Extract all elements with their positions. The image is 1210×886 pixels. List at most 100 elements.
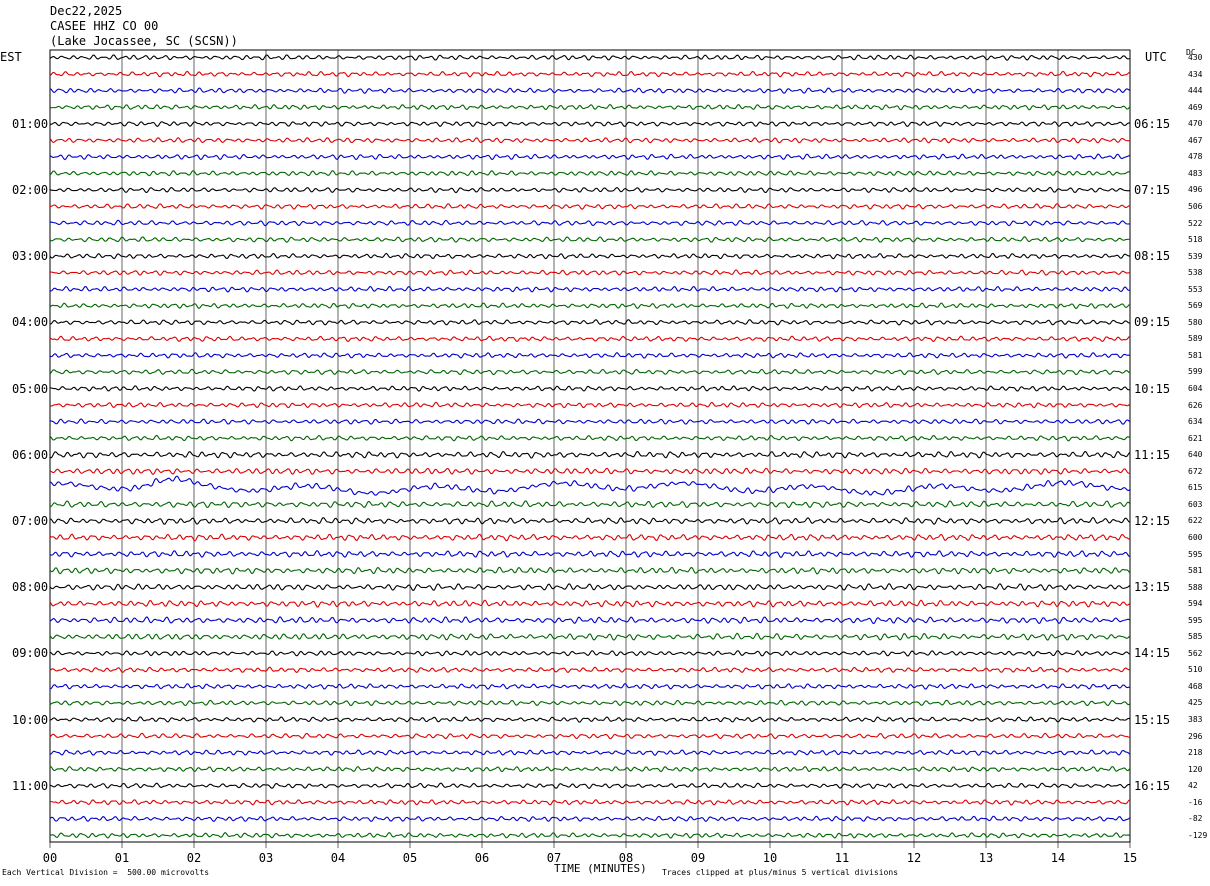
- dc-offset-label: 469: [1188, 102, 1203, 112]
- x-tick-label: 04: [331, 851, 345, 865]
- left-hour-label: 02:00: [12, 182, 49, 197]
- dc-offset-label: 581: [1188, 566, 1203, 576]
- dc-header-label: DC: [1186, 48, 1196, 57]
- dc-offset-label: 506: [1188, 201, 1203, 211]
- x-tick-label: 15: [1123, 851, 1137, 865]
- dc-offset-label: 478: [1188, 152, 1203, 162]
- seismic-trace: [49, 516, 1131, 525]
- dc-offset-label: 595: [1188, 549, 1203, 559]
- dc-offset-label: 518: [1188, 235, 1203, 245]
- x-tick-label: 03: [259, 851, 273, 865]
- x-tick-label: 13: [979, 851, 993, 865]
- dc-offset-label: -16: [1188, 797, 1203, 807]
- dc-offset-label: 595: [1188, 615, 1203, 625]
- seismic-trace: [49, 269, 1131, 276]
- dc-offset-label: 615: [1188, 483, 1203, 493]
- dc-offset-label: 539: [1188, 251, 1203, 261]
- x-tick-label: 08: [619, 851, 633, 865]
- dc-offset-label: 468: [1188, 681, 1203, 691]
- left-hour-label: 11:00: [12, 778, 49, 793]
- seismic-trace: [49, 732, 1131, 740]
- dc-offset-label: 467: [1188, 135, 1203, 145]
- seismic-trace: [49, 699, 1131, 707]
- dc-offset-label: 538: [1188, 268, 1203, 278]
- dc-offset-label: 626: [1188, 400, 1203, 410]
- left-hour-label: 03:00: [12, 249, 49, 264]
- seismic-traces: [49, 54, 1131, 839]
- dc-offset-label: 120: [1188, 764, 1203, 774]
- seismic-trace: [49, 632, 1131, 641]
- seismic-trace: [49, 87, 1131, 94]
- dc-offset-label: 430: [1188, 53, 1203, 62]
- seismic-trace: [49, 765, 1131, 773]
- dc-offset-label: 580: [1188, 317, 1203, 327]
- seismic-trace: [49, 549, 1131, 559]
- x-tick-label: 09: [691, 851, 705, 865]
- seismic-trace: [49, 368, 1131, 376]
- x-tick-label: 07: [547, 851, 561, 865]
- left-hour-label: 09:00: [12, 646, 49, 661]
- dc-offset-label: 553: [1188, 284, 1203, 294]
- dc-offset-label: -82: [1188, 814, 1203, 824]
- x-tick-label: 05: [403, 851, 417, 865]
- plot-frame: [49, 49, 1131, 843]
- seismic-trace: [49, 121, 1131, 128]
- seismic-trace: [49, 467, 1131, 476]
- dc-offset-label: 42: [1188, 781, 1198, 791]
- seismic-trace: [49, 352, 1131, 359]
- seismic-trace: [49, 666, 1131, 674]
- right-hour-label: 14:15: [1134, 646, 1171, 661]
- seismic-trace: [49, 252, 1131, 260]
- seismic-trace: [49, 285, 1131, 293]
- seismic-trace: [49, 153, 1131, 161]
- x-tick-label: 01: [115, 851, 129, 865]
- seismic-trace: [49, 335, 1131, 343]
- seismic-trace: [49, 566, 1131, 575]
- dc-offset-label: 581: [1188, 350, 1203, 360]
- dc-offset-label: 589: [1188, 334, 1203, 344]
- seismic-trace: [49, 302, 1131, 310]
- right-hour-label: 13:15: [1134, 580, 1171, 595]
- right-hour-label: 10:15: [1134, 381, 1171, 396]
- dc-offset-label: 483: [1188, 168, 1203, 178]
- location-label: (Lake Jocassee, SC (SCSN)): [50, 34, 238, 48]
- minute-gridlines: [49, 50, 1131, 848]
- seismic-trace: [49, 70, 1131, 78]
- seismic-trace: [49, 385, 1131, 392]
- seismic-trace: [49, 137, 1131, 144]
- seismic-trace: [49, 401, 1131, 409]
- dc-offset-label: -129: [1188, 830, 1208, 840]
- seismic-trace: [49, 103, 1131, 111]
- right-hour-label: 07:15: [1134, 182, 1171, 197]
- left-hour-label: 04:00: [12, 315, 49, 330]
- seismic-trace: [49, 434, 1131, 442]
- x-tick-label: 06: [475, 851, 489, 865]
- seismic-trace: [49, 319, 1131, 326]
- seismic-trace: [49, 799, 1131, 806]
- seismic-trace: [49, 782, 1131, 790]
- dc-offset-label: 585: [1188, 632, 1203, 642]
- right-hour-label: 16:15: [1134, 778, 1171, 793]
- scale-note: Each Vertical Division = 500.00 microvol…: [2, 868, 210, 877]
- dc-offset-label: 496: [1188, 185, 1203, 195]
- dc-offset-label: 600: [1188, 532, 1203, 542]
- dc-offset-label: 434: [1188, 69, 1203, 79]
- left-timezone-label: EST: [0, 50, 22, 64]
- right-timezone-label: UTC: [1145, 50, 1167, 64]
- seismic-trace: [49, 475, 1131, 496]
- left-hour-label: 07:00: [12, 513, 49, 528]
- station-label: CASEE HHZ CO 00: [50, 19, 159, 33]
- dc-offset-label: 510: [1188, 665, 1203, 675]
- dc-offset-label: 588: [1188, 582, 1203, 592]
- x-tick-label: 10: [763, 851, 777, 865]
- dc-offset-label: 444: [1188, 86, 1203, 96]
- seismic-trace: [49, 236, 1131, 243]
- seismic-trace: [49, 418, 1131, 425]
- dc-offset-label: 634: [1188, 417, 1203, 427]
- right-hour-label: 09:15: [1134, 315, 1171, 330]
- seismic-trace: [49, 450, 1131, 459]
- left-hour-label: 08:00: [12, 580, 49, 595]
- x-axis-ticks: 00 01 02 03 04 05 06 07 08 09 10 11 12 13 14 15: [43, 851, 1137, 865]
- seismic-trace: [50, 683, 1131, 690]
